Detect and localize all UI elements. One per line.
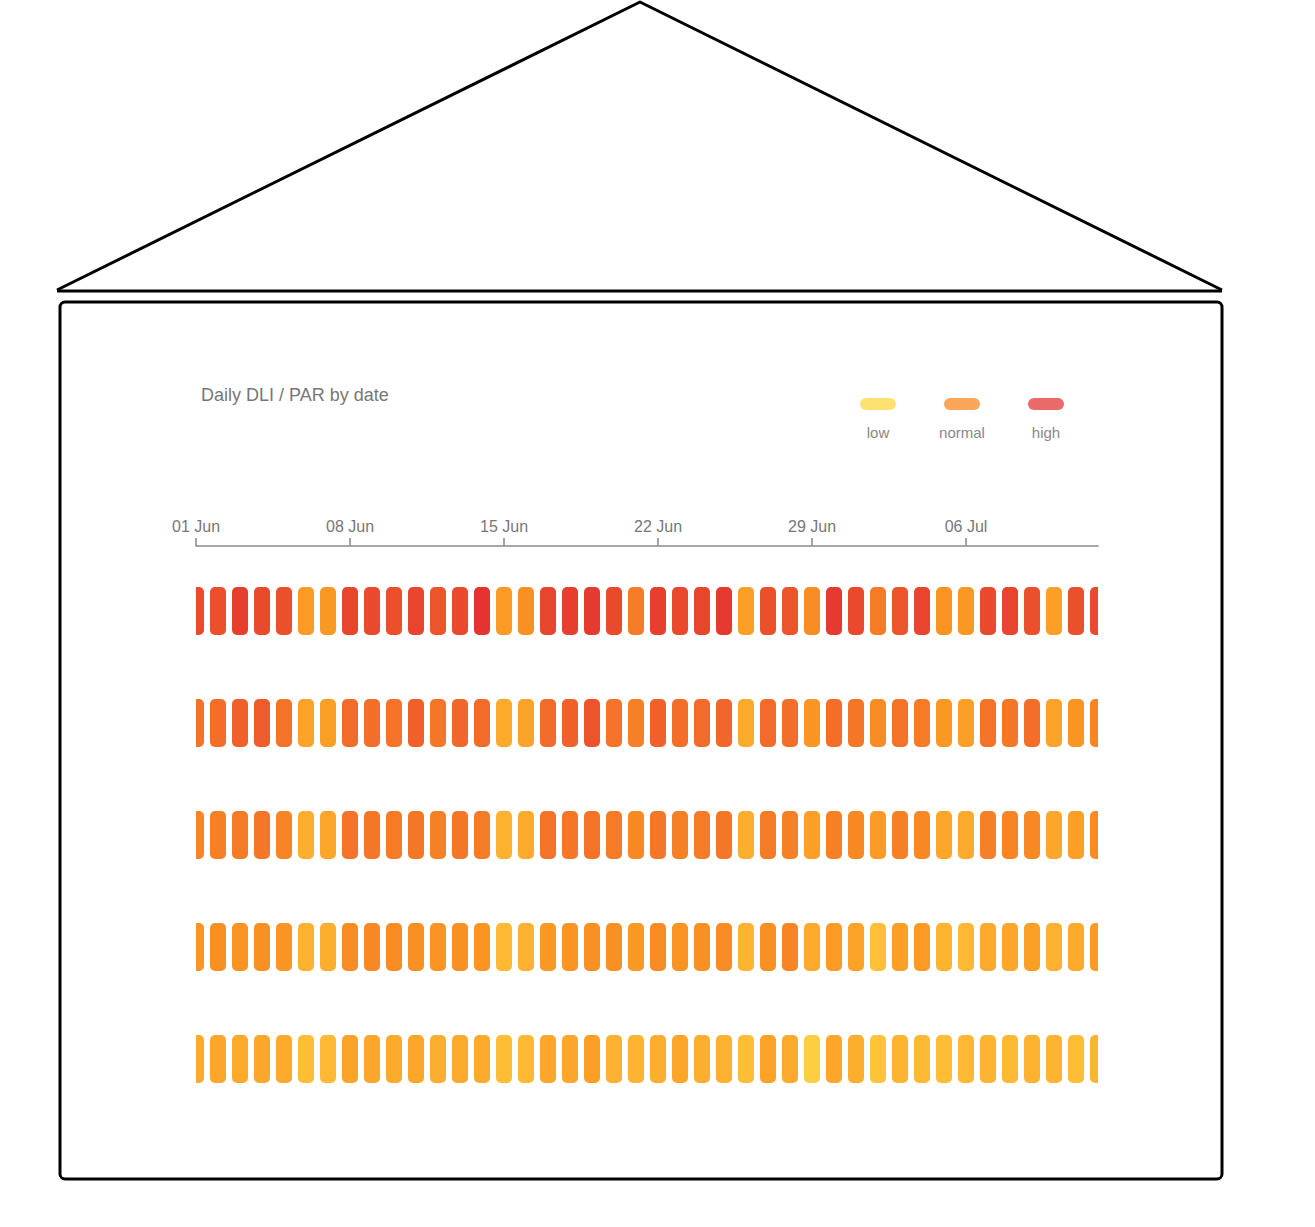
svg-text:06 Jul: 06 Jul xyxy=(945,518,988,535)
svg-text:normal: normal xyxy=(939,424,985,441)
svg-text:15 Jun: 15 Jun xyxy=(480,518,528,535)
svg-text:low: low xyxy=(867,424,890,441)
svg-text:Daily DLI / PAR by date: Daily DLI / PAR by date xyxy=(201,385,389,405)
svg-text:01 Jun: 01 Jun xyxy=(172,518,220,535)
svg-text:08 Jun: 08 Jun xyxy=(326,518,374,535)
svg-text:high: high xyxy=(1032,424,1060,441)
svg-text:29 Jun: 29 Jun xyxy=(788,518,836,535)
svg-text:22 Jun: 22 Jun xyxy=(634,518,682,535)
